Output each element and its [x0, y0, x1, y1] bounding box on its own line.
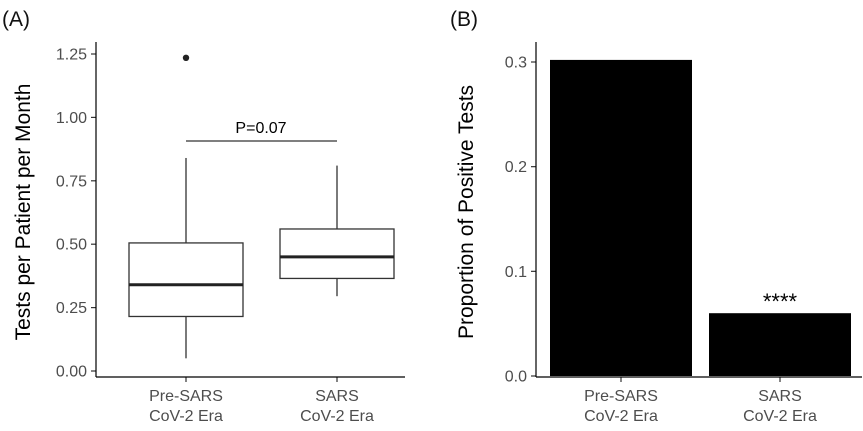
- y-tick-label: 1.25: [56, 47, 87, 64]
- panel-b-y-axis-title: Proportion of Positive Tests: [455, 85, 478, 339]
- y-tick-label: 0.75: [56, 173, 87, 190]
- y-tick-label: 0.0: [505, 369, 527, 386]
- p-value-label: P=0.07: [235, 120, 286, 137]
- panel-a-y-ticks: 0.00 0.25 0.50 0.75 1.00 1.25: [56, 47, 96, 381]
- significance-stars: ****: [763, 289, 798, 314]
- panel-b-label: (B): [450, 8, 478, 31]
- panel-a-boxes: [128, 54, 395, 359]
- y-tick-label: 0.00: [56, 364, 87, 381]
- y-tick-label: 0.25: [56, 300, 87, 317]
- outlier-point: [182, 54, 190, 62]
- y-tick-label: 1.00: [56, 110, 87, 127]
- panel-b-y-ticks: 0.0 0.1 0.2 0.3: [505, 55, 536, 386]
- bar: [550, 59, 692, 376]
- panel-a: (A) Tests per Patient per Month 0.00 0.25…: [2, 8, 405, 425]
- panel-a-y-axis-title: Tests per Patient per Month: [12, 84, 35, 341]
- box-iqr: [128, 242, 244, 318]
- panel-b-x-ticks: Pre-SARS CoV-2 Era SARS CoV-2 Era: [584, 377, 817, 425]
- y-tick-label: 0.50: [56, 237, 87, 254]
- panel-a-label: (A): [2, 8, 30, 31]
- box-iqr: [279, 228, 395, 280]
- x-tick-label: SARS CoV-2 Era: [743, 388, 817, 425]
- panel-b: (B) Proportion of Positive Tests 0.00.10…: [450, 8, 862, 425]
- x-tick-label: Pre-SARS CoV-2 Era: [584, 388, 658, 425]
- bar: [709, 313, 851, 376]
- x-tick-label: Pre-SARS CoV-2 Era: [149, 388, 223, 425]
- panel-b-bars: [550, 59, 851, 376]
- x-tick-label: SARS CoV-2 Era: [300, 388, 374, 425]
- panel-a-annotation: P=0.07: [186, 120, 337, 142]
- y-tick-label: 0.1: [505, 264, 527, 281]
- y-tick-label: 0.3: [505, 55, 527, 72]
- panel-a-x-ticks: Pre-SARS CoV-2 Era SARS CoV-2 Era: [149, 377, 374, 425]
- y-tick-label: 0.2: [505, 159, 527, 176]
